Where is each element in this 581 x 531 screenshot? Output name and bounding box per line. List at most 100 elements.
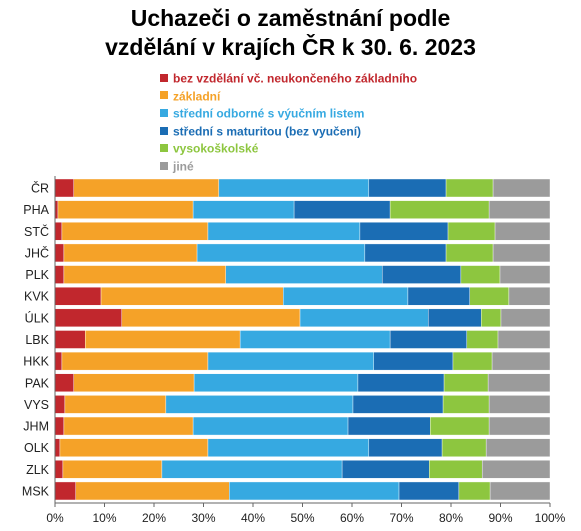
bar-segment: [121, 308, 301, 328]
bar-segment: [299, 308, 429, 328]
category-label: LBK: [25, 333, 49, 347]
category-label: STČ: [24, 224, 49, 239]
legend-label: základní: [173, 88, 221, 103]
legend-item: střední s maturitou (bez vyučení): [160, 123, 417, 141]
category-label: ÚLK: [25, 310, 50, 325]
legend-swatch: [160, 108, 168, 117]
legend-item: střední odborné s výučním listem: [160, 105, 417, 123]
bar-segment: [428, 308, 482, 328]
bar-segment: [192, 200, 295, 219]
x-tick-label: 70%: [389, 511, 413, 525]
category-label: HKK: [23, 355, 49, 369]
x-tick-label: 30%: [191, 511, 215, 525]
legend-item: bez vzdělání vč. neukončeného základního: [160, 70, 417, 88]
bar-segment: [373, 351, 454, 371]
bar-segment: [54, 265, 65, 284]
bar-segment: [494, 222, 551, 241]
bar-segment: [282, 287, 409, 306]
category-label: VYS: [24, 398, 49, 412]
bar-segment: [447, 222, 496, 241]
bar-segment: [500, 308, 551, 328]
bar-segment: [207, 438, 370, 457]
chart-title-line-2: vzdělání v krajích ČR k 30. 6. 2023: [105, 34, 476, 60]
bar-segment: [492, 243, 551, 263]
x-tick-label: 50%: [290, 511, 314, 525]
bar-segment: [63, 265, 226, 284]
bar-segment: [389, 330, 468, 349]
bar-segment: [359, 222, 449, 241]
bar-segment: [64, 395, 167, 414]
bar-segment: [62, 460, 163, 479]
x-tick-label: 10%: [92, 511, 116, 525]
bar-segment: [207, 222, 361, 241]
x-tick-label: 60%: [340, 511, 364, 525]
legend-swatch: [160, 126, 168, 135]
bar-segment: [63, 243, 198, 263]
category-label: KVK: [24, 290, 50, 304]
bar-segment: [491, 351, 551, 371]
bar-segment: [489, 481, 551, 501]
legend: bez vzdělání vč. neukončeného základního…: [160, 70, 417, 176]
legend-label: vysokoškolské: [173, 141, 259, 156]
bars-group: [54, 178, 551, 501]
category-labels: ČR PHA STČ JHČ PLK KVK ÚLK LBK HKK PAK VYS JHM OLK ZL…: [22, 181, 50, 499]
bar-segment: [368, 438, 443, 457]
bar-segment: [499, 265, 551, 284]
bar-segment: [429, 460, 483, 479]
bar-segment: [54, 395, 66, 414]
bar-segment: [443, 373, 489, 392]
bar-segment: [466, 330, 499, 349]
category-label: PAK: [25, 376, 50, 390]
category-label: PHA: [23, 203, 49, 217]
bar-segment: [54, 351, 63, 371]
x-tick-label: 90%: [488, 511, 512, 525]
bar-segment: [364, 243, 447, 263]
category-label: JHČ: [25, 245, 49, 260]
bar-segment: [73, 373, 195, 392]
legend-swatch: [160, 144, 168, 153]
bar-segment: [407, 287, 471, 306]
bar-segment: [485, 438, 551, 457]
bar-segment: [458, 481, 491, 501]
legend-swatch: [160, 161, 168, 170]
bar-segment: [161, 460, 343, 479]
category-label: ZLK: [26, 463, 50, 477]
category-label: OLK: [24, 441, 50, 455]
legend-label: střední s maturitou (bez vyučení): [173, 124, 362, 139]
x-tick-label: 100%: [535, 511, 566, 525]
bar-segment: [488, 200, 551, 219]
bar-segment: [63, 416, 194, 436]
bar-segment: [347, 416, 431, 436]
bar-segment: [497, 330, 551, 349]
legend-item: vysokoškolské: [160, 140, 417, 158]
category-label: PLK: [25, 268, 49, 282]
bar-segment: [54, 178, 75, 198]
bar-segment: [352, 395, 444, 414]
bar-segment: [84, 330, 241, 349]
bar-segment: [488, 395, 551, 414]
bar-segment: [192, 416, 349, 436]
bar-segment: [54, 438, 61, 457]
x-tick-label: 40%: [241, 511, 265, 525]
bar-segment: [445, 243, 494, 263]
bar-segment: [481, 460, 551, 479]
bar-segment: [442, 395, 490, 414]
bar-segment: [54, 308, 123, 328]
bar-segment: [225, 265, 383, 284]
bar-segment: [469, 287, 510, 306]
category-label: MSK: [22, 484, 50, 498]
legend-swatch: [160, 91, 168, 100]
bar-segment: [54, 222, 63, 241]
bar-segment: [54, 287, 102, 306]
bar-segment: [381, 265, 462, 284]
bar-segment: [193, 373, 359, 392]
bar-segment: [487, 373, 551, 392]
bar-segment: [480, 308, 502, 328]
bar-segment: [54, 481, 76, 501]
bar-segment: [357, 373, 445, 392]
bar-segment: [293, 200, 391, 219]
axes-group: 0% 10% 20% 30% 40% 50% 60% 70% 80% 90% 100%: [46, 176, 566, 525]
bar-segment: [430, 416, 490, 436]
